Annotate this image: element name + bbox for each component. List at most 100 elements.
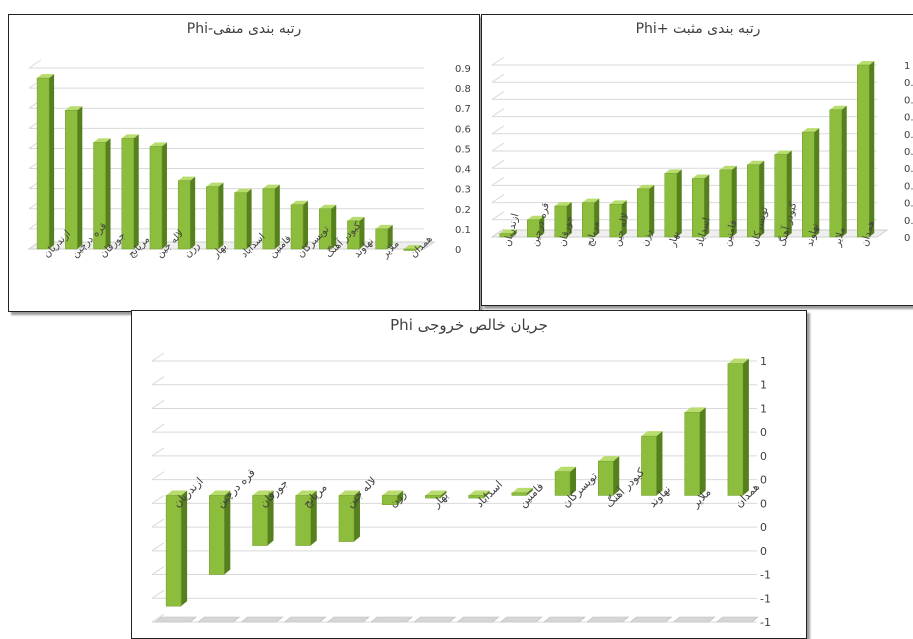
y-tick-label: 0.3 — [455, 185, 471, 196]
y-tick-label: 0. — [904, 95, 913, 106]
bar-top — [295, 490, 317, 496]
bar-top — [178, 176, 196, 181]
bar-front — [774, 154, 787, 238]
bar-front — [403, 248, 417, 251]
bar-side — [161, 142, 167, 249]
y-tick-label: 0. — [904, 199, 913, 210]
y-tick-label: 0 — [904, 233, 910, 244]
bar-front — [747, 164, 760, 238]
chart-floor-segment — [715, 616, 759, 623]
y-tick-label: 0.5 — [455, 144, 471, 155]
y-tick-label: 0.6 — [455, 124, 471, 135]
bar-side — [133, 134, 139, 249]
y-tick-label: -1 — [760, 569, 771, 582]
x-category-label: ملایر — [832, 226, 848, 249]
bar-front — [727, 363, 744, 496]
bar-front — [290, 204, 304, 250]
bar-side — [353, 490, 360, 542]
bar-top — [425, 490, 447, 496]
bar-top — [93, 138, 111, 143]
bar — [637, 184, 655, 238]
bar — [609, 200, 627, 238]
x-category-label: رزن — [640, 228, 655, 247]
bar-side — [656, 431, 663, 496]
bar — [121, 134, 139, 250]
bar-front — [582, 202, 595, 238]
bar-side — [303, 200, 309, 249]
chart-title: رتبه بندی مثبت +Phi — [635, 21, 761, 37]
bar-front — [719, 169, 732, 238]
gridline-depth — [491, 56, 505, 66]
y-tick-label: 0 — [760, 450, 767, 463]
bar — [664, 169, 682, 238]
y-tick-label: 0. — [904, 216, 913, 227]
gridline-depth — [151, 613, 165, 623]
bar-top — [347, 216, 365, 221]
bar-top — [684, 407, 706, 413]
bar — [857, 61, 875, 238]
bar-side — [105, 138, 111, 249]
y-tick-label: 0.8 — [455, 84, 471, 95]
bar — [234, 188, 252, 250]
bar-top — [403, 245, 421, 249]
bar-front — [425, 495, 441, 499]
gridline-depth — [151, 376, 165, 386]
y-tick-label: 0.9 — [455, 64, 471, 75]
bar — [165, 490, 188, 607]
bar-top — [511, 487, 533, 493]
bar-top — [65, 106, 83, 111]
bar — [65, 106, 83, 250]
bar-front — [121, 138, 134, 250]
bar-side — [731, 165, 737, 237]
bar-front — [206, 186, 219, 250]
bar — [319, 204, 337, 250]
bar-side — [676, 169, 682, 237]
gridline-depth — [151, 447, 165, 457]
bar — [829, 105, 847, 238]
bar-top — [664, 169, 682, 174]
x-category-label: فامنین — [516, 480, 546, 510]
bar-side — [49, 74, 55, 249]
bar — [554, 202, 572, 238]
chart-floor-segment — [586, 616, 630, 623]
y-tick-label: 0. — [904, 147, 913, 158]
bar-front — [684, 412, 700, 496]
bar — [206, 182, 224, 250]
chart-floor-segment — [154, 616, 198, 623]
bar-front — [829, 109, 842, 238]
gridline-depth — [491, 108, 505, 118]
bar — [747, 160, 765, 238]
bar — [252, 490, 274, 546]
bar-side — [274, 184, 280, 249]
chart-floor-segment — [629, 616, 673, 623]
bar-front — [65, 109, 78, 250]
bar-top — [727, 358, 749, 364]
bar-side — [440, 490, 447, 499]
bar — [425, 490, 447, 499]
bar — [554, 466, 577, 496]
y-tick-label: 0. — [904, 78, 913, 89]
bar-top — [166, 490, 188, 496]
gridline-depth — [491, 73, 505, 83]
net-flow-phi-chart: جریان خالص خروجی Phi -1 -1 -1 0 0 0 0 0 0 1 1 1 ازند… — [131, 310, 807, 639]
negative-phi-plot: 00.10.20.30.40.50.60.70.80.9ازندریانقره … — [27, 59, 471, 261]
gridline-depth — [151, 494, 165, 504]
bar-front — [527, 219, 540, 238]
bar-top — [637, 184, 655, 189]
y-tick-label: 0 — [760, 497, 767, 510]
bar-front — [252, 495, 268, 546]
bar-side — [699, 407, 706, 496]
bar-front — [598, 460, 614, 496]
bar-side — [869, 61, 875, 237]
bar — [177, 176, 196, 250]
bar-side — [246, 188, 252, 249]
bar-top — [829, 105, 847, 110]
bar-top — [499, 229, 517, 234]
bar-side — [331, 204, 337, 249]
bar-side — [814, 128, 820, 237]
bar — [381, 490, 404, 505]
bar-front — [262, 188, 276, 250]
gridline-depth — [151, 400, 165, 409]
bar-top — [527, 215, 545, 220]
bar — [692, 174, 710, 238]
